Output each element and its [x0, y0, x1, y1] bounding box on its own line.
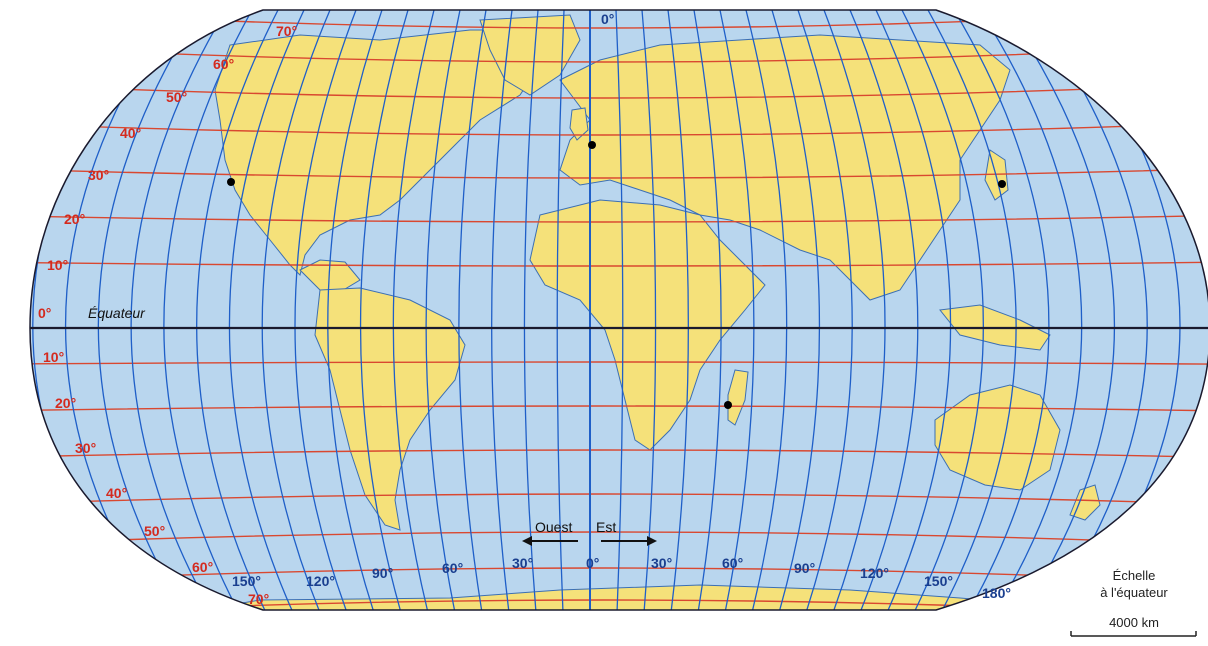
meridian-line — [896, 10, 984, 610]
lon-label-150e: 150° — [924, 573, 953, 589]
eurasia — [559, 34, 1011, 301]
arrow-left-icon — [522, 536, 578, 546]
parallel-line — [30, 83, 1208, 99]
parallel-line — [30, 531, 1208, 545]
lat-label-n70: 70° — [276, 23, 297, 39]
meridian-line — [327, 10, 387, 610]
lat-label-s30: 30° — [75, 440, 96, 456]
dot-icon — [588, 141, 596, 149]
meridian-line — [768, 10, 821, 610]
lon-label-60e: 60° — [722, 555, 743, 571]
lat-label-n20: 20° — [64, 211, 85, 227]
meridian-line — [640, 10, 657, 610]
lon-label-30w: 30° — [512, 555, 533, 571]
scale-bar: Échelle à l'équateur 4000 km — [1070, 568, 1197, 637]
meridian-line — [845, 10, 919, 610]
scale-value: 4000 km — [1109, 615, 1159, 630]
lat-label-s60: 60° — [192, 559, 213, 575]
lat-label-n30: 30° — [88, 167, 109, 183]
meridian-line — [742, 10, 788, 610]
equator-name-label: Équateur — [88, 305, 146, 321]
meridian-line — [972, 10, 1083, 610]
parallel-line — [30, 214, 1208, 223]
parallel-line — [30, 493, 1208, 505]
meridian-line — [666, 10, 689, 610]
west-label: Ouest — [535, 519, 572, 535]
lat-label-n60: 60° — [213, 56, 234, 72]
meridian-line — [359, 10, 412, 610]
lon-label-90e: 90° — [794, 560, 815, 576]
parallel-line — [30, 122, 1208, 136]
meridian-line — [294, 10, 361, 610]
meridian-line — [947, 10, 1050, 610]
meridian-line — [870, 10, 952, 610]
lon-label-120w: 120° — [306, 573, 335, 589]
lat-label-n40: 40° — [120, 125, 141, 141]
africa — [529, 199, 766, 451]
parallel-line — [30, 361, 1208, 365]
direction-indicator: Ouest Est — [522, 519, 657, 546]
east-label: Est — [596, 519, 616, 535]
lon-label-30e: 30° — [651, 555, 672, 571]
meridian-line — [491, 10, 514, 610]
meridian-line — [556, 10, 566, 610]
dot-icon — [724, 401, 732, 409]
equator-lat-label: 0° — [38, 305, 51, 321]
meridian-line — [523, 10, 540, 610]
dot-icon — [227, 178, 235, 186]
lat-label-n10: 10° — [47, 257, 68, 273]
prime-meridian-top-label: 0° — [601, 11, 614, 27]
australia — [934, 384, 1061, 491]
lat-label-s40: 40° — [106, 485, 127, 501]
lon-label-90w: 90° — [372, 565, 393, 581]
parallel-line — [30, 405, 1208, 412]
lon-label-150w: 150° — [232, 573, 261, 589]
scale-title-line1: Échelle — [1113, 568, 1156, 583]
parallel-line — [30, 261, 1208, 267]
lat-label-s10: 10° — [43, 349, 64, 365]
lon-label-60w: 60° — [442, 560, 463, 576]
meridian-line — [130, 10, 233, 610]
meridian-line — [614, 10, 624, 610]
parallel-line — [30, 168, 1208, 179]
lat-label-s50: 50° — [144, 523, 165, 539]
lon-label-0: 0° — [586, 555, 599, 571]
meridian-line — [921, 10, 1017, 610]
lat-label-s70: 70° — [248, 591, 269, 607]
lon-label-120e: 120° — [860, 565, 889, 581]
madagascar — [727, 369, 749, 426]
meridian-line — [261, 10, 335, 610]
city-markers — [227, 141, 1006, 409]
meridian-line — [97, 10, 208, 610]
meridian-line — [819, 10, 886, 610]
meridian-line — [691, 10, 722, 610]
dot-icon — [998, 180, 1006, 188]
meridian-line — [458, 10, 489, 610]
lat-label-s20: 20° — [55, 395, 76, 411]
scale-title-line2: à l'équateur — [1100, 585, 1168, 600]
new-zealand — [1069, 484, 1101, 521]
meridian-line — [717, 10, 755, 610]
meridian-line — [163, 10, 259, 610]
meridian-line — [793, 10, 853, 610]
map-outline — [29, 9, 1208, 611]
south-america — [314, 287, 466, 531]
meridian-line — [392, 10, 438, 610]
meridian-line — [425, 10, 463, 610]
meridian-line — [998, 10, 1116, 610]
lon-label-180: 180° — [982, 585, 1011, 601]
meridian-line — [196, 10, 284, 610]
arrow-right-icon — [601, 536, 657, 546]
meridian-line — [228, 10, 310, 610]
lat-label-n50: 50° — [166, 89, 187, 105]
